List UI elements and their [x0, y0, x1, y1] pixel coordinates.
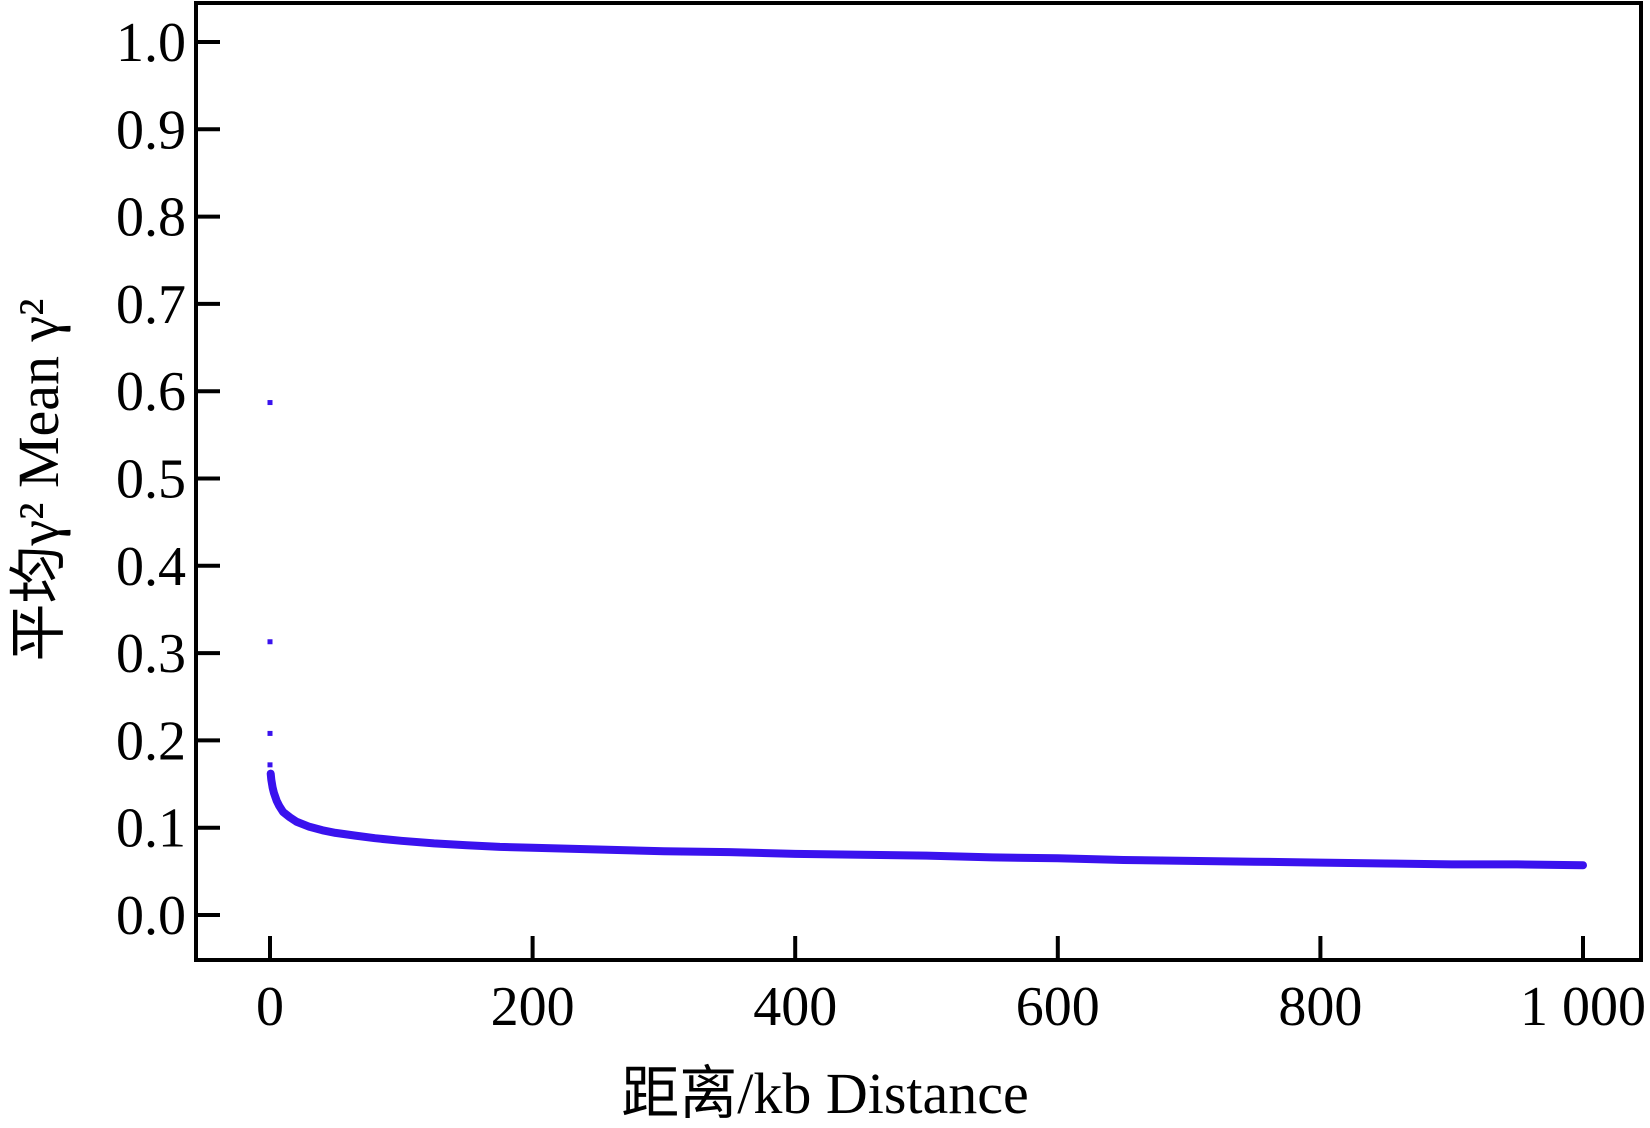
- data-point: [1317, 860, 1323, 866]
- data-point: [276, 803, 282, 809]
- data-point: [464, 842, 470, 848]
- data-point: [271, 790, 277, 796]
- data-point: [661, 848, 667, 854]
- y-tick-label: 0.3: [116, 623, 186, 685]
- data-point: [431, 840, 437, 846]
- plot-frame: [194, 1, 1643, 962]
- y-tick-label: 0.7: [116, 274, 186, 336]
- x-tick-label: 400: [753, 976, 837, 1038]
- data-point: [293, 819, 299, 825]
- y-tick-label: 1.0: [116, 12, 186, 74]
- data-point: [268, 771, 274, 777]
- y-tick-label: 0.8: [116, 187, 186, 249]
- y-tick-label: 0.5: [116, 449, 186, 511]
- data-point: [1120, 857, 1126, 863]
- data-point: [267, 762, 273, 768]
- data-point: [306, 824, 312, 830]
- data-point: [858, 852, 864, 858]
- x-tick-label: 1 000: [1520, 976, 1646, 1038]
- y-tick-label: 0.4: [116, 536, 186, 598]
- data-point: [924, 853, 929, 859]
- data-point: [280, 809, 286, 815]
- data-point: [727, 849, 733, 855]
- x-tick-label: 600: [1016, 976, 1100, 1038]
- y-tick-label: 0.1: [116, 798, 186, 860]
- x-tick-label: 0: [256, 976, 284, 1038]
- data-point: [268, 777, 274, 783]
- data-point: [1252, 859, 1258, 865]
- y-tick-label: 0.6: [116, 361, 186, 423]
- y-tick-label: 0.2: [116, 710, 186, 772]
- data-point: [372, 835, 378, 841]
- data-point: [1514, 861, 1520, 867]
- y-tick-label: 0.0: [116, 885, 186, 947]
- data-curve: [266, 769, 1587, 870]
- data-point: [1055, 855, 1061, 861]
- data-point: [497, 844, 503, 850]
- data-point: [1383, 860, 1389, 866]
- y-axis-label: 平均γ² Mean γ²: [6, 298, 71, 661]
- data-point: [267, 639, 273, 645]
- data-point: [352, 833, 358, 839]
- x-tick-label: 200: [491, 976, 575, 1038]
- data-point: [1186, 858, 1192, 864]
- data-point: [792, 851, 798, 857]
- data-point: [320, 827, 326, 833]
- y-tick-label: 0.9: [116, 99, 186, 161]
- data-point: [989, 854, 995, 860]
- data-point: [270, 785, 276, 791]
- data-point: [267, 400, 273, 406]
- data-point: [333, 830, 339, 836]
- data-point: [1449, 861, 1455, 867]
- data-point: [595, 847, 601, 853]
- x-tick-label: 800: [1278, 976, 1362, 1038]
- data-point: [398, 838, 404, 844]
- data-point: [1580, 862, 1586, 868]
- data-point: [530, 845, 536, 851]
- data-point: [287, 814, 293, 820]
- x-axis-label: 距离/kb Distance: [621, 1061, 1029, 1123]
- data-point: [267, 730, 273, 736]
- data-point: [274, 798, 280, 804]
